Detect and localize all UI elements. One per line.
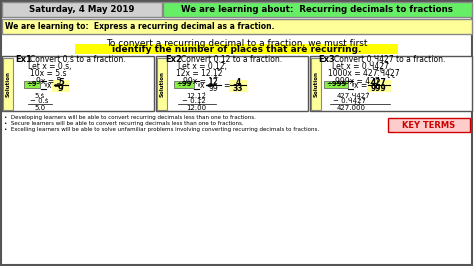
Text: x =: x =: [47, 81, 60, 90]
Text: − 0.ṡ: − 0.ṡ: [30, 98, 48, 104]
Text: We are learning to:  Express a recurring decimal as a fraction.: We are learning to: Express a recurring …: [5, 22, 274, 31]
Text: − 0.Ч4̢2̢7̇: − 0.Ч4̢2̢7̇: [333, 97, 366, 105]
Text: Ex3: Ex3: [318, 55, 335, 64]
Text: 427.000: 427.000: [337, 105, 366, 111]
Text: Convert 0.ṡ to a fraction.: Convert 0.ṡ to a fraction.: [30, 55, 126, 64]
Text: − 0.1̢2̇: − 0.1̢2̇: [182, 97, 206, 105]
Bar: [388, 118, 470, 132]
Text: =: =: [223, 81, 229, 90]
Text: 99x = 12: 99x = 12: [183, 77, 218, 85]
Bar: [157, 58, 167, 110]
Bar: [174, 81, 194, 88]
Bar: [2, 19, 472, 34]
Text: 1000x = 427.Ч4̢2̢7̇: 1000x = 427.Ч4̢2̢7̇: [328, 69, 400, 77]
Text: 4: 4: [236, 78, 241, 87]
Text: Solution: Solution: [313, 71, 319, 97]
Bar: [156, 56, 308, 111]
Bar: [2, 2, 162, 17]
Text: 427.Ч4̢2̢7̇: 427.Ч4̢2̢7̇: [337, 92, 371, 100]
Text: Convert 0.Ч4̢2̢7̇ to a fraction.: Convert 0.Ч4̢2̢7̇ to a fraction.: [334, 55, 446, 64]
Text: 33: 33: [233, 84, 243, 93]
Text: identify the number of places that are recurring.: identify the number of places that are r…: [112, 44, 362, 53]
Text: 9x = 5: 9x = 5: [36, 77, 61, 85]
Text: 427: 427: [371, 78, 387, 87]
Text: 9: 9: [58, 84, 64, 93]
Bar: [2, 56, 154, 111]
Text: 5.ṡ: 5.ṡ: [34, 93, 44, 99]
Text: KEY TERMS: KEY TERMS: [402, 120, 456, 130]
Bar: [163, 2, 472, 17]
Text: 99: 99: [208, 84, 218, 93]
Text: Solution: Solution: [6, 71, 10, 97]
Text: 12.1̢2̇: 12.1̢2̇: [186, 92, 206, 100]
Text: x =: x =: [354, 81, 367, 90]
Bar: [75, 44, 398, 54]
Text: •  Excelling learners will be able to solve unfamiliar problems involving conver: • Excelling learners will be able to sol…: [4, 127, 319, 131]
Text: •  Secure learners will be able to convert recurring decimals less than one to f: • Secure learners will be able to conver…: [4, 120, 244, 126]
Text: Saturday, 4 May 2019: Saturday, 4 May 2019: [29, 5, 135, 14]
Text: Let x = 0.Ч4̢2̢7̇,: Let x = 0.Ч4̢2̢7̇,: [332, 61, 391, 70]
Text: Convert 0.1̢2̇ to a fraction.: Convert 0.1̢2̇ to a fraction.: [181, 55, 282, 64]
Text: x =: x =: [200, 81, 213, 90]
Text: Let x = 0.ṡ,: Let x = 0.ṡ,: [28, 61, 72, 70]
Text: •  Developing learners will be able to convert recurring decimals less than one : • Developing learners will be able to co…: [4, 114, 256, 119]
Text: 5.0: 5.0: [34, 105, 45, 111]
Text: 12: 12: [208, 78, 218, 87]
Bar: [367, 80, 391, 92]
Bar: [311, 58, 321, 110]
Text: 12x = 12.1̢2̇: 12x = 12.1̢2̇: [176, 69, 222, 77]
Bar: [229, 80, 247, 92]
Bar: [310, 56, 472, 111]
Text: Solution: Solution: [159, 71, 164, 97]
Bar: [24, 81, 40, 88]
Text: We are learning about:  Recurring decimals to fractions: We are learning about: Recurring decimal…: [181, 5, 453, 14]
Text: 5: 5: [58, 78, 64, 87]
Text: ÷9: ÷9: [27, 81, 37, 88]
Bar: [3, 58, 13, 110]
Text: 999x = 427: 999x = 427: [335, 77, 380, 85]
Text: 12.00: 12.00: [186, 105, 206, 111]
Text: ÷999: ÷999: [326, 81, 346, 88]
Text: Let x = 0.1̢2̇,: Let x = 0.1̢2̇,: [178, 61, 227, 70]
Text: To convert a recurring decimal to a fraction, we must first: To convert a recurring decimal to a frac…: [106, 39, 368, 48]
Bar: [52, 80, 70, 92]
Text: Ex1: Ex1: [15, 55, 32, 64]
Text: ÷99: ÷99: [176, 81, 192, 88]
Text: Ex2: Ex2: [165, 55, 182, 64]
Bar: [324, 81, 348, 88]
Text: 10x = 5.ṡ: 10x = 5.ṡ: [30, 69, 66, 77]
Text: 999: 999: [371, 84, 387, 93]
